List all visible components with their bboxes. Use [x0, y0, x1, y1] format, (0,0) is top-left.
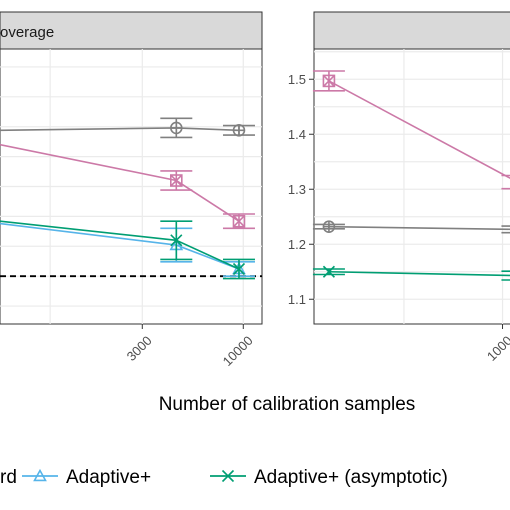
point-adaptive_plus_asym	[232, 262, 246, 276]
panel-left: overage 3000 10000	[0, 11, 263, 369]
legend-label: rd	[0, 467, 17, 488]
strip-title-left: overage	[0, 24, 54, 41]
y-tick-label: 1.1	[288, 292, 306, 307]
errorbar-adaptive_plus_asym	[501, 270, 510, 281]
legend-item-1: Adaptive+	[22, 467, 151, 488]
point-standard	[170, 121, 183, 135]
point-standard	[322, 220, 336, 233]
point-magenta	[232, 214, 246, 228]
legend: rd Adaptive+ Adaptive+ (asymptotic)	[0, 467, 448, 488]
errorbar-standard	[501, 225, 510, 234]
x-tick-label: 10000	[220, 333, 256, 369]
y-tick-label: 1.3	[288, 182, 306, 197]
series-line-adaptive_plus_asym	[328, 270, 510, 277]
legend-label: Adaptive+ (asymptotic)	[254, 467, 448, 488]
series-line-magenta	[328, 80, 510, 180]
point-magenta	[170, 174, 183, 187]
strip-right	[313, 11, 510, 50]
point-adaptive_plus_asym	[170, 234, 183, 247]
errorbar-magenta	[501, 174, 510, 190]
x-tick-label: 1000	[484, 333, 510, 364]
y-tick-label: 1.2	[288, 237, 306, 252]
strip-left	[0, 11, 263, 50]
series-right	[312, 70, 510, 281]
legend-key-marker	[221, 469, 235, 483]
plot-area-right	[313, 48, 510, 325]
x-tick-label: 3000	[124, 333, 155, 364]
y-tick-label: 1.5	[288, 72, 306, 87]
point-adaptive_plus_asym	[322, 265, 335, 278]
point-magenta	[322, 74, 336, 88]
y-tick-label: 1.4	[288, 127, 306, 142]
legend-item-0: rd	[0, 467, 17, 488]
legend-item-2: Adaptive+ (asymptotic)	[210, 467, 448, 488]
series-left	[0, 117, 262, 280]
legend-key-marker	[33, 468, 47, 482]
panel-right: 1000 1.1 1.2 1.3 1.4 1.5	[288, 11, 510, 364]
legend-label: Adaptive+	[66, 467, 151, 488]
point-standard	[232, 124, 246, 137]
x-ticks-left: 3000 10000	[124, 324, 256, 369]
x-axis-title: Number of calibration samples	[159, 394, 416, 415]
series-line-standard	[328, 225, 510, 231]
